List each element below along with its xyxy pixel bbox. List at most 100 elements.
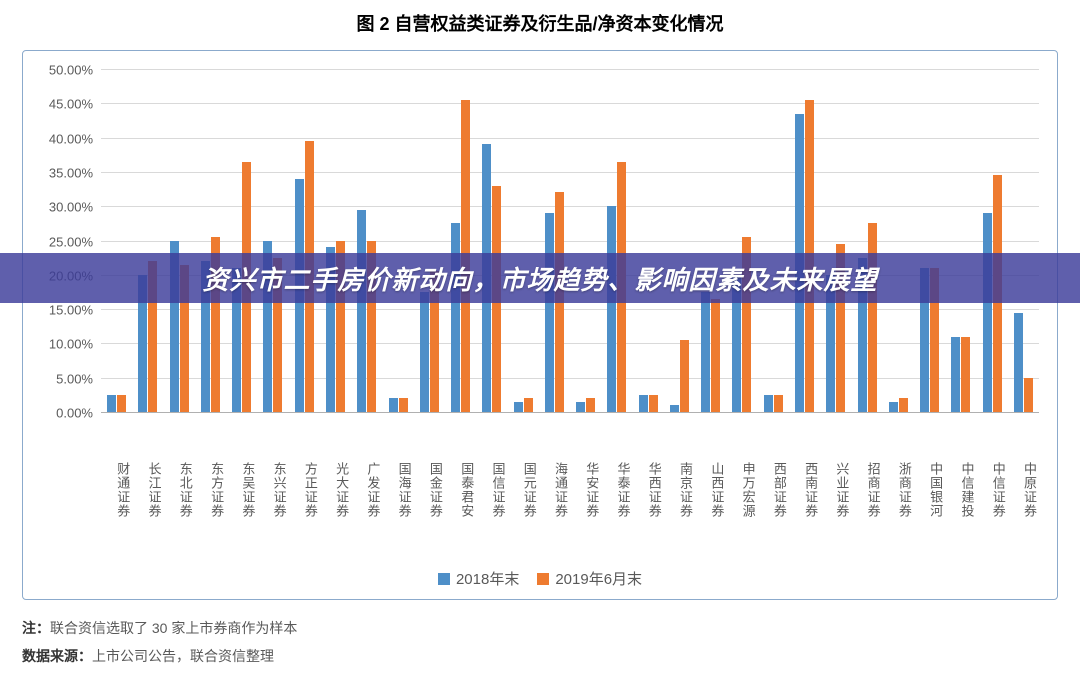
bar-group [320, 69, 351, 412]
bar-group [132, 69, 163, 412]
bar [1014, 313, 1023, 412]
x-axis-label: 财通证券 [101, 412, 132, 562]
bar-group [101, 69, 132, 412]
x-axis-label: 国金证券 [414, 412, 445, 562]
bar [983, 213, 992, 412]
bar-group [851, 69, 882, 412]
x-axis-label: 西部证券 [758, 412, 789, 562]
x-axis-label: 海通证券 [539, 412, 570, 562]
legend-swatch [438, 573, 450, 585]
x-axis-label: 招商证券 [851, 412, 882, 562]
bar-group [351, 69, 382, 412]
bar-group [507, 69, 538, 412]
bar [899, 398, 908, 412]
bar [545, 213, 554, 412]
bar-group [601, 69, 632, 412]
bar [961, 337, 970, 412]
footnote-note: 注：联合资信选取了 30 家上市券商作为样本 [22, 614, 1058, 642]
bar-group [539, 69, 570, 412]
bar-group [883, 69, 914, 412]
bar-group [289, 69, 320, 412]
bar-group [1008, 69, 1039, 412]
x-axis-label: 华安证券 [570, 412, 601, 562]
x-axis-label: 中原证券 [1008, 412, 1039, 562]
x-axis-label: 西南证券 [789, 412, 820, 562]
x-axis-label: 华西证券 [633, 412, 664, 562]
y-tick-label: 25.00% [49, 234, 101, 249]
x-axis-label: 国元证券 [507, 412, 538, 562]
bar-group [414, 69, 445, 412]
y-tick-label: 40.00% [49, 131, 101, 146]
bar [1024, 378, 1033, 412]
bar-group [726, 69, 757, 412]
bar-group [164, 69, 195, 412]
x-axis: 财通证券长江证券东北证券东方证券东吴证券东兴证券方正证券光大证券广发证券国海证券… [101, 412, 1039, 562]
x-axis-label: 中国银河 [914, 412, 945, 562]
bar [399, 398, 408, 412]
bar-group [789, 69, 820, 412]
x-axis-label: 国海证券 [382, 412, 413, 562]
bar [711, 299, 720, 412]
x-axis-label: 山西证券 [695, 412, 726, 562]
y-tick-label: 15.00% [49, 303, 101, 318]
bar-group [445, 69, 476, 412]
bar-group [664, 69, 695, 412]
source-text: 上市公司公告，联合资信整理 [92, 648, 274, 664]
bar [357, 210, 366, 412]
bar [951, 337, 960, 412]
legend-swatch [537, 573, 549, 585]
legend-label: 2019年6月末 [555, 568, 642, 589]
y-tick-label: 10.00% [49, 337, 101, 352]
bar [639, 395, 648, 412]
bar [889, 402, 898, 412]
bar [389, 398, 398, 412]
note-text: 联合资信选取了 30 家上市券商作为样本 [50, 620, 297, 636]
x-axis-label: 国泰君安 [445, 412, 476, 562]
x-axis-label: 方正证券 [289, 412, 320, 562]
bar-group [914, 69, 945, 412]
x-axis-label: 广发证券 [351, 412, 382, 562]
bar [586, 398, 595, 412]
bar [649, 395, 658, 412]
x-axis-label: 东吴证券 [226, 412, 257, 562]
x-axis-label: 中信建投 [945, 412, 976, 562]
bar-group [195, 69, 226, 412]
x-axis-label: 申万宏源 [726, 412, 757, 562]
x-axis-label: 浙商证券 [883, 412, 914, 562]
y-tick-label: 30.00% [49, 200, 101, 215]
x-axis-label: 东北证券 [164, 412, 195, 562]
bar-group [476, 69, 507, 412]
bar-group [945, 69, 976, 412]
footnote-source: 数据来源：上市公司公告，联合资信整理 [22, 642, 1058, 670]
note-label: 注： [22, 620, 50, 636]
bar-group [758, 69, 789, 412]
bar [607, 206, 616, 412]
x-axis-label: 东方证券 [195, 412, 226, 562]
bar-group [226, 69, 257, 412]
legend: 2018年末 2019年6月末 [23, 562, 1057, 599]
bar [117, 395, 126, 412]
bar-group [976, 69, 1007, 412]
chart-frame: 0.00%5.00%10.00%15.00%20.00%25.00%30.00%… [22, 50, 1058, 600]
x-axis-label: 光大证券 [320, 412, 351, 562]
chart-title: 图 2 自营权益类证券及衍生品/净资本变化情况 [0, 0, 1080, 50]
bar [514, 402, 523, 412]
x-axis-label: 兴业证券 [820, 412, 851, 562]
bar [524, 398, 533, 412]
bar-group [695, 69, 726, 412]
legend-item: 2018年末 [438, 568, 519, 589]
legend-item: 2019年6月末 [537, 568, 642, 589]
bar [576, 402, 585, 412]
bar [107, 395, 116, 412]
bar-group [570, 69, 601, 412]
bar [680, 340, 689, 412]
x-axis-label: 东兴证券 [257, 412, 288, 562]
y-tick-label: 45.00% [49, 97, 101, 112]
bar-group [820, 69, 851, 412]
legend-label: 2018年末 [456, 568, 519, 589]
bar-group [382, 69, 413, 412]
x-axis-label: 华泰证券 [601, 412, 632, 562]
bar [774, 395, 783, 412]
bar [868, 223, 877, 412]
bar-group [257, 69, 288, 412]
